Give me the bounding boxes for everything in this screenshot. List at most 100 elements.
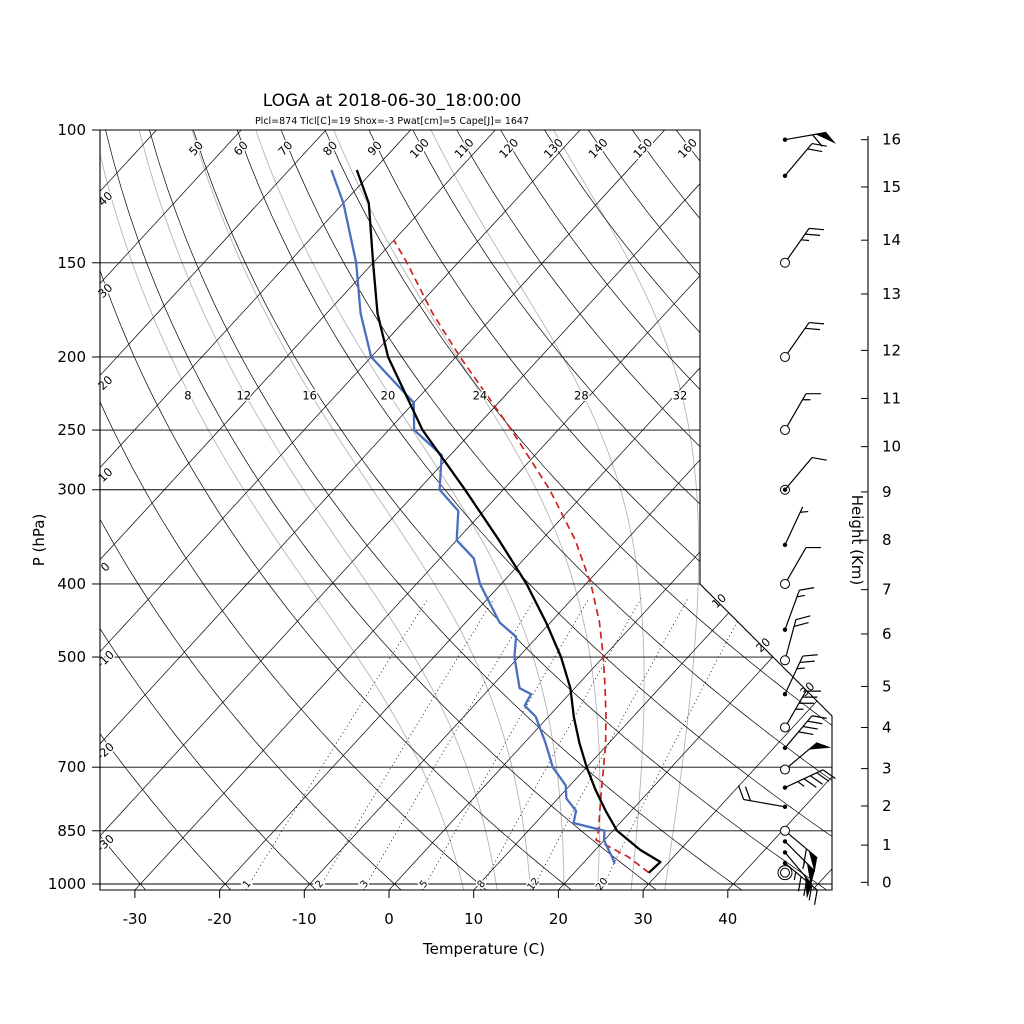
station-circle [780,578,790,589]
barb-staff [784,590,800,630]
dry-adiabat-label: 70 [275,138,295,158]
pressure-axis-label: P (hPa) [30,514,48,567]
wind-barb [782,715,827,751]
height-tick-label: 7 [882,581,892,599]
barb-staff [784,393,807,431]
temperature-tick-label: -30 [123,910,148,928]
dry-adiabat-line [588,130,832,890]
moist-adiabat-line [553,130,700,890]
barb-full [803,778,817,788]
mixing-ratio-label: 3 [359,879,372,891]
station-dot [782,785,788,790]
isotherm-left-label: 40 [95,189,115,209]
barb-full [805,327,821,331]
station-circle [780,351,790,362]
pressure-tick-label: 250 [57,421,86,439]
height-tick-label: 8 [882,531,892,549]
wind-barb [782,143,827,178]
isotherm-left-label: 10 [95,465,115,485]
dry-adiabat-line [100,130,155,890]
isotherm-line [100,130,242,890]
height-tick-label: 11 [882,389,901,407]
dry-adiabat-label: 90 [365,138,385,158]
wind-barb [780,742,832,775]
station-circle [780,655,790,666]
barb-half [802,861,806,870]
isotherm-left-label: 20 [95,373,115,393]
wind-barb [782,839,816,886]
barb-pennant [808,742,832,750]
dry-adiabat-line [149,130,757,890]
wind-barb [782,769,836,790]
station-dot [782,860,788,866]
dry-adiabat-line [280,130,832,890]
barb-half [796,667,805,670]
moist-adiabat-line [100,130,467,890]
barb-full [808,885,813,901]
height-tick-label: 1 [882,836,892,854]
dry-adiabat-line [368,130,832,890]
barb-half [796,594,805,598]
isotherm-line [100,130,411,890]
wind-barb [780,615,811,666]
dry-adiabat-line [544,130,832,890]
station-circle [780,425,790,436]
wind-barb [737,785,788,810]
mixing-ratio-line [363,598,536,890]
isotherm-line [642,130,832,890]
isotherm-cut-label: 20 [753,635,773,655]
temperature-axis-label: Temperature (C) [422,940,545,958]
moist-adiabat-label: 20 [381,389,396,403]
isotherm-left-label: 30 [95,281,115,301]
dry-adiabat-line [236,130,832,890]
barb-half [797,781,805,787]
barb-full [803,880,808,896]
barb-full [802,654,818,657]
station-dot [782,745,788,751]
moist-adiabat-line [333,130,601,890]
barb-full [805,233,821,237]
sounding-curves [330,169,662,874]
station-dot [782,804,788,810]
station-dot [782,137,788,142]
height-tick-label: 6 [882,625,892,643]
station-circle [780,257,790,268]
wind-barb [780,456,827,495]
dry-adiabat-label: 80 [320,138,340,158]
dry-adiabat-line [100,130,241,890]
barb-full [813,889,818,905]
wind-barb [780,546,821,589]
pressure-tick-label: 300 [57,481,86,499]
grid-lines [100,130,832,890]
isotherm-line [558,130,832,890]
height-tick-label: 4 [882,718,892,736]
station-dot [782,850,788,855]
barb-full [811,715,827,719]
dry-adiabat-label: 120 [496,135,521,161]
dry-adiabat-label: 60 [231,138,251,158]
moist-adiabat-label: 12 [236,389,251,403]
moist-adiabat-label: 8 [184,389,191,403]
barb-pennant [808,850,818,873]
moist-adiabat-line [255,130,565,890]
barb-full [799,587,815,591]
station-dot [782,691,788,697]
barb-staff [784,840,816,872]
dry-adiabat-line [456,130,832,890]
station-dot [782,542,788,548]
moist-adiabat-label: 28 [574,389,589,403]
mixing-ratio-line [600,598,750,890]
wind-barb [780,690,821,733]
wind-barb [782,860,818,905]
isotherm-line [727,130,832,890]
wind-barb-column [737,131,837,905]
barb-staff [784,143,813,177]
isotherm-line [304,130,832,890]
station-dot [782,487,788,492]
isotherm-line [134,130,832,890]
dry-adiabat-line [412,130,832,890]
moist-adiabat-line [430,130,645,890]
temperature-tick-label: -20 [207,910,232,928]
